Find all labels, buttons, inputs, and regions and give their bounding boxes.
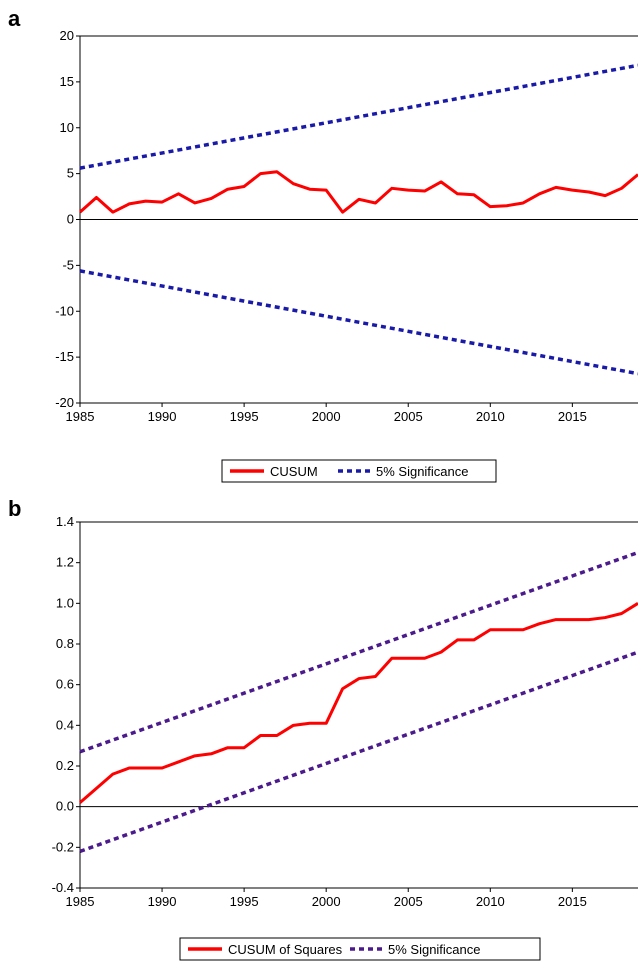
chart-b-y-tick-label: -0.2	[52, 839, 74, 854]
chart-a-legend-label-significance: 5% Significance	[376, 464, 469, 479]
chart-a-series-significance-line-2	[79, 269, 638, 376]
chart-b-y-tick-label: -0.4	[52, 880, 74, 895]
chart-a-x-tick-label: 2010	[476, 409, 505, 424]
chart-a-y-tick-label: 15	[60, 74, 74, 89]
chart-b-x-tick-label: 2000	[312, 894, 341, 909]
chart-a-y-tick-label: 10	[60, 120, 74, 135]
chart-a-x-tick-label: 2000	[312, 409, 341, 424]
chart-a-x-tick-label: 1985	[66, 409, 95, 424]
chart-a-y-tick-label: -15	[55, 349, 74, 364]
chart-a-y-tick-label: 20	[60, 28, 74, 43]
chart-b-series-cusum-line	[79, 602, 638, 804]
chart-b-legend-label-significance: 5% Significance	[388, 942, 481, 957]
chart-b-x-tick-label: 2015	[558, 894, 587, 909]
chart-a-series-significance-line-1	[79, 63, 638, 170]
chart-b-y-tick-label: 1.2	[56, 555, 74, 570]
chart-b-x-tick-label: 1985	[66, 894, 95, 909]
chart-a-x-tick-label: 2005	[394, 409, 423, 424]
chart-b-x-tick-label: 2005	[394, 894, 423, 909]
chart-b-y-tick-label: 1.4	[56, 514, 74, 529]
chart-b-y-tick-label: 0.4	[56, 717, 74, 732]
chart-b-y-tick-label: 0.6	[56, 677, 74, 692]
chart-b-x-tick-label: 1995	[230, 894, 259, 909]
chart-a-x-tick-label: 2015	[558, 409, 587, 424]
chart-a-y-tick-label: -5	[62, 257, 74, 272]
chart-b-x-tick-label: 2010	[476, 894, 505, 909]
chart-b-legend-label-cusum: CUSUM of Squares	[228, 942, 343, 957]
chart-b-y-tick-label: 0.0	[56, 799, 74, 814]
chart-b-y-tick-label: 1.0	[56, 595, 74, 610]
chart-a-y-tick-label: -20	[55, 395, 74, 410]
chart-a-y-tick-label: 0	[67, 212, 74, 227]
chart-a-series-cusum-line	[78, 170, 638, 214]
chart-b-series-significance-line-1	[79, 550, 638, 754]
chart-a-y-tick-label: 5	[67, 166, 74, 181]
chart-b-y-tick-label: 0.8	[56, 636, 74, 651]
chart-a-x-tick-label: 1995	[230, 409, 259, 424]
chart-a-x-tick-label: 1990	[148, 409, 177, 424]
chart-a-legend-label-cusum: CUSUM	[270, 464, 318, 479]
chart-b-x-tick-label: 1990	[148, 894, 177, 909]
panel-label-b: b	[8, 496, 22, 521]
chart-a-y-tick-label: -10	[55, 303, 74, 318]
chart-b-y-tick-label: 0.2	[56, 758, 74, 773]
panel-label-a: a	[8, 6, 21, 31]
chart-b-series-significance-line-2	[79, 650, 638, 854]
